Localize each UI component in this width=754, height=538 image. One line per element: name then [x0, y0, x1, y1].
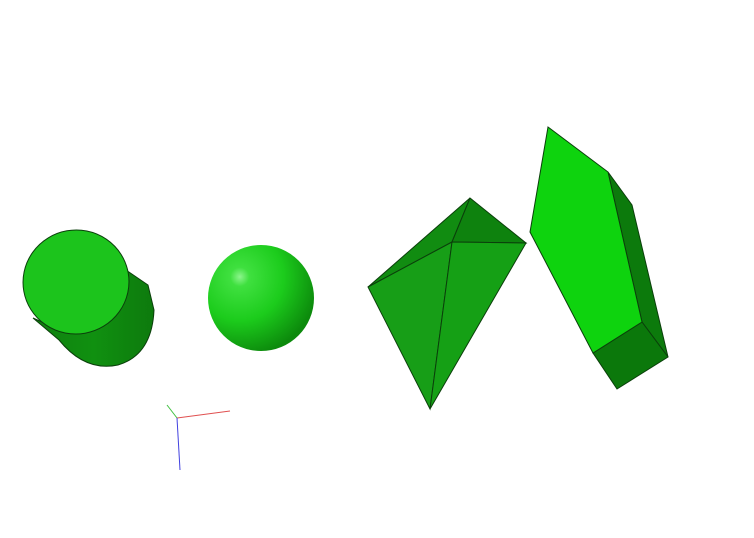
cylinder-icon[interactable]: [15, 222, 155, 367]
prism-icon[interactable]: [529, 126, 669, 390]
axes-triad-icon: [166, 404, 231, 471]
sphere-icon[interactable]: [208, 245, 314, 351]
pyramid-icon[interactable]: [367, 197, 528, 411]
